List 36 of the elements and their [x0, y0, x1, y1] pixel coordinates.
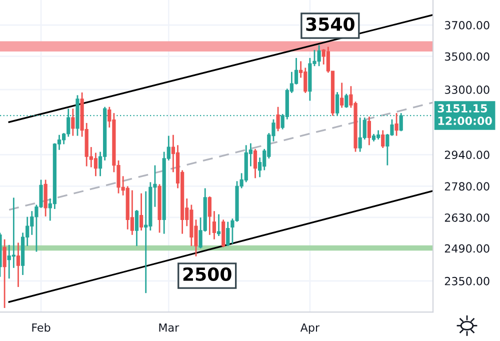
annotation: 2500	[183, 267, 232, 281]
y-tick-label: 2350.00	[444, 276, 490, 286]
candlestick	[367, 116, 371, 146]
y-tick-label: 2490.00	[444, 244, 490, 253]
y-tick-label: 2780.00	[444, 182, 490, 191]
candlestick	[381, 130, 385, 149]
candlestick	[71, 108, 75, 136]
x-tick-label: Apr	[300, 323, 320, 334]
y-tick-label: 2630.00	[444, 213, 490, 222]
candlestick	[340, 82, 344, 108]
annotation: 3540	[306, 17, 354, 31]
candlestick	[134, 209, 139, 247]
candlestick	[144, 190, 148, 294]
y-tick-label: 3300.00	[444, 86, 490, 94]
candlestick	[212, 210, 216, 240]
candlestick	[376, 130, 380, 140]
candlestick	[226, 221, 230, 247]
candlestick	[44, 179, 48, 218]
candlestick	[335, 91, 340, 116]
candlestick	[344, 93, 348, 108]
ref-line-label: 3151.15 12:00:00	[438, 104, 492, 126]
y-tick-label: 2940.00	[444, 150, 490, 160]
x-tick-label: Mar	[159, 323, 180, 332]
candlestick	[2, 238, 6, 309]
candlestick	[94, 152, 98, 177]
candlestick	[394, 112, 398, 136]
candlestick	[208, 196, 212, 236]
y-tick-label: 3700.00	[444, 21, 490, 30]
candlestick	[216, 214, 221, 237]
y-tick-label: 3500.00	[444, 52, 490, 61]
candlestick	[16, 242, 20, 288]
candlestick	[130, 190, 134, 236]
candlestick	[139, 192, 144, 232]
x-tick-label: Feb	[32, 323, 50, 332]
candlestick	[253, 148, 258, 179]
candlestick	[276, 106, 280, 132]
